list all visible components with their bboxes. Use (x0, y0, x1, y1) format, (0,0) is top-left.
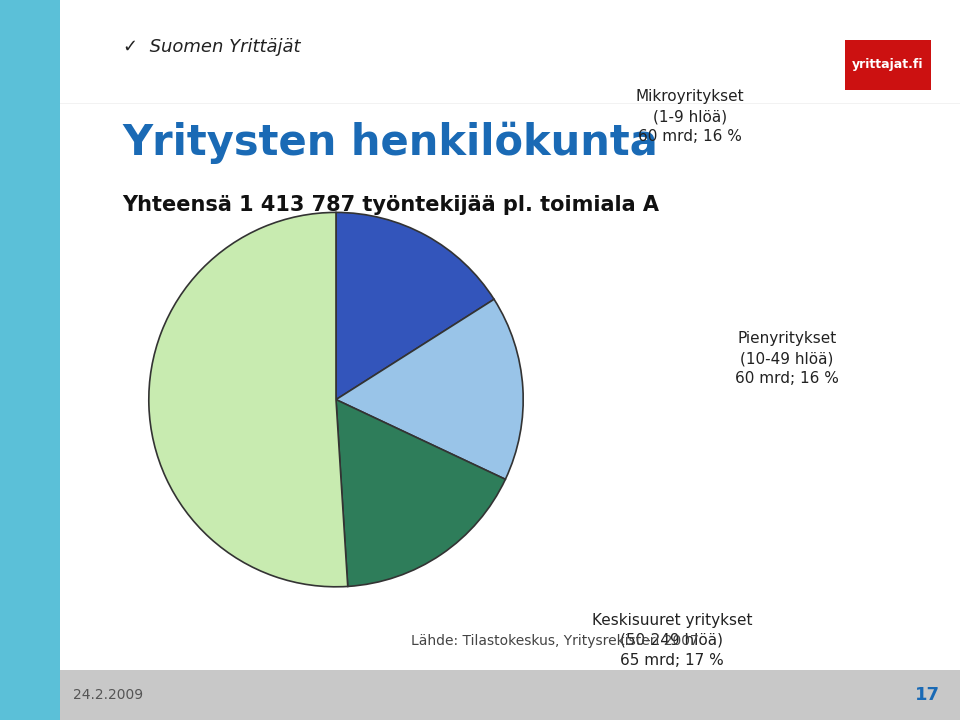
Text: Pienyritykset
(10-49 hlöä)
60 mrd; 16 %: Pienyritykset (10-49 hlöä) 60 mrd; 16 % (735, 331, 839, 386)
Text: ✓  Suomen Yrittäjät: ✓ Suomen Yrittäjät (123, 38, 300, 56)
Wedge shape (149, 212, 348, 587)
Text: Keskisuuret yritykset
(50-249 hlöä)
65 mrd; 17 %: Keskisuuret yritykset (50-249 hlöä) 65 m… (591, 613, 752, 667)
Text: Mikroyritykset
(1-9 hlöä)
60 mrd; 16 %: Mikroyritykset (1-9 hlöä) 60 mrd; 16 % (636, 89, 744, 144)
Text: Yritysten henkilökunta: Yritysten henkilökunta (123, 122, 659, 163)
Text: 24.2.2009: 24.2.2009 (73, 688, 143, 702)
Text: Lähde: Tilastokeskus, Yritysrekisteri 2007: Lähde: Tilastokeskus, Yritysrekisteri 20… (411, 634, 699, 648)
Text: yrittajat.fi: yrittajat.fi (852, 58, 924, 71)
Text: 17: 17 (915, 685, 940, 704)
Wedge shape (336, 300, 523, 480)
Wedge shape (336, 400, 505, 586)
Text: Yhteensä 1 413 787 työntekijää pl. toimiala A: Yhteensä 1 413 787 työntekijää pl. toimi… (123, 195, 660, 215)
Wedge shape (336, 212, 494, 400)
Text: Suuryritykset
(250- hlöä)
189 mrd; 51 %: Suuryritykset (250- hlöä) 189 mrd; 51 % (180, 371, 294, 426)
